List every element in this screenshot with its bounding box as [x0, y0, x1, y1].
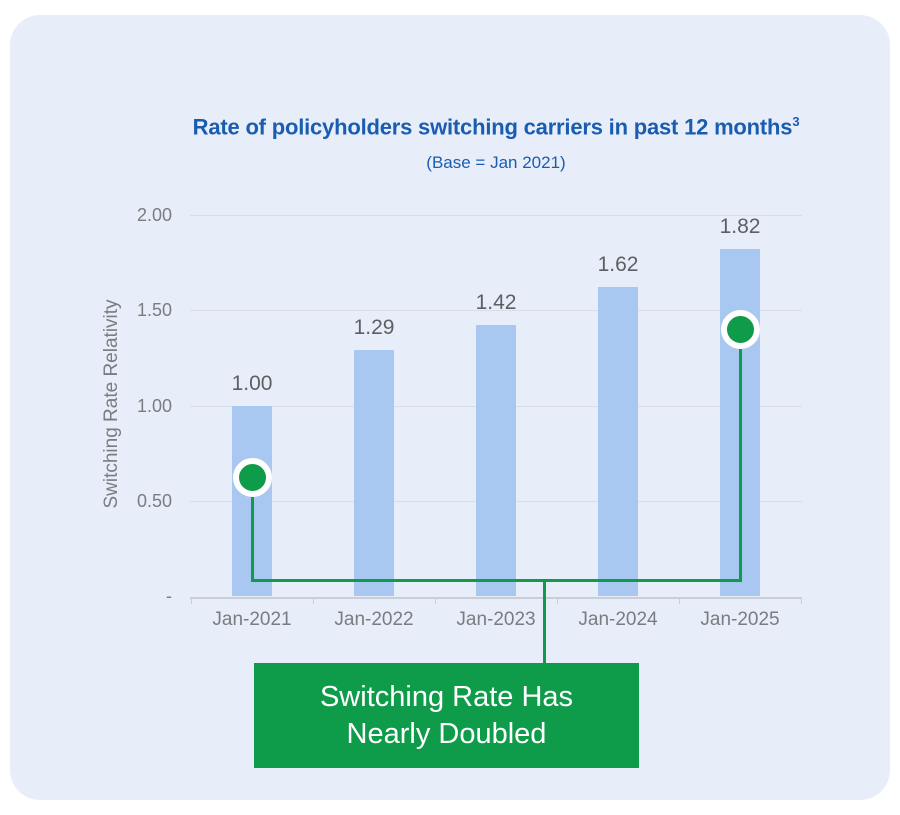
- y-tick-label: 1.00: [136, 395, 172, 416]
- x-axis-tick: [557, 598, 558, 604]
- connector-right-vertical-line: [738, 329, 742, 582]
- connector-drop-line: [542, 582, 546, 663]
- x-tick-label: Jan-2022: [334, 609, 414, 630]
- bar-Jan-2022: [354, 350, 394, 596]
- y-tick-label: -: [166, 586, 172, 606]
- x-tick-label: Jan-2024: [578, 609, 658, 630]
- gridline: [190, 215, 802, 216]
- annotation-marker: [232, 458, 272, 498]
- annotation-marker: [720, 309, 760, 349]
- bar-value-label: 1.29: [353, 316, 395, 340]
- chart-title-text: Rate of policyholders switching carriers…: [192, 114, 793, 140]
- x-axis-tick: [435, 598, 436, 604]
- chart-title: Rate of policyholders switching carriers…: [96, 114, 896, 140]
- x-axis-tick: [313, 598, 314, 604]
- connector-horizontal-line: [250, 579, 742, 582]
- bar-Jan-2024: [598, 287, 638, 596]
- y-tick-label: 1.50: [136, 300, 172, 321]
- connector-left-vertical-line: [250, 477, 254, 582]
- y-tick-label: 2.00: [136, 205, 172, 225]
- x-axis-tick: [191, 598, 192, 604]
- bar-value-label: 1.42: [475, 291, 517, 315]
- bar-Jan-2023: [476, 325, 516, 596]
- bar-value-label: 1.82: [719, 215, 761, 239]
- chart-subtitle: (Base = Jan 2021): [426, 153, 566, 172]
- annotation-callout: Switching Rate Has Nearly Doubled: [254, 663, 639, 768]
- gridline: [190, 310, 802, 312]
- x-axis-tick: [801, 598, 802, 604]
- x-tick-label: Jan-2025: [700, 609, 780, 630]
- x-tick-label: Jan-2023: [456, 609, 536, 630]
- x-axis-line: [190, 597, 802, 599]
- x-axis-tick: [679, 598, 680, 604]
- bar-value-label: 1.62: [597, 253, 639, 277]
- bar-value-label: 1.00: [231, 371, 273, 395]
- annotation-callout-line2: Nearly Doubled: [346, 717, 547, 750]
- chart-title-footnote-marker: 3: [792, 114, 800, 129]
- x-tick-label: Jan-2021: [212, 609, 292, 630]
- y-tick-label: 0.50: [136, 490, 172, 511]
- annotation-callout-line1: Switching Rate Has: [319, 680, 574, 713]
